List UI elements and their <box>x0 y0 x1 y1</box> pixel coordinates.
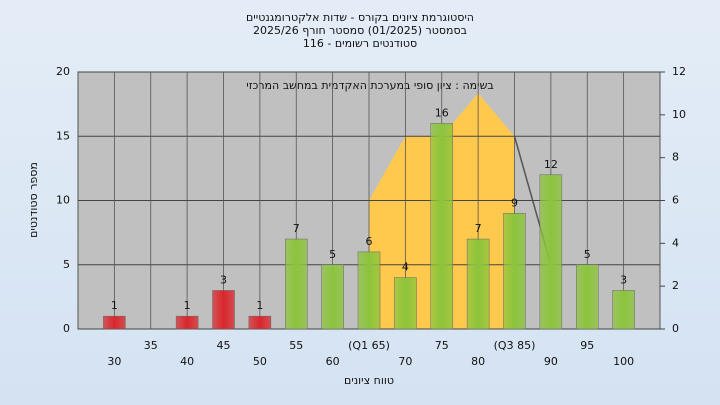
bar <box>212 290 235 330</box>
x-tick-label: 95 <box>580 339 594 352</box>
y2-tick-label: 4 <box>672 236 679 249</box>
bar <box>285 238 308 330</box>
bar <box>175 315 199 330</box>
bar <box>612 290 635 330</box>
y2-tick-label: 8 <box>672 151 679 164</box>
data-label: 7 <box>293 222 300 235</box>
bar <box>576 264 599 330</box>
y-tick-label: 20 <box>56 65 70 78</box>
data-label: 7 <box>475 222 482 235</box>
y2-tick-label: 0 <box>672 322 679 335</box>
bar <box>430 123 453 330</box>
data-label: 4 <box>402 261 409 274</box>
x-tick-label: 55 <box>289 339 303 352</box>
data-label: 1 <box>184 299 191 312</box>
x-tick-label: 40 <box>180 355 194 368</box>
data-label: 5 <box>584 248 591 261</box>
x-tick-label: 70 <box>398 355 412 368</box>
data-label: 12 <box>544 158 558 171</box>
x-tick-label: (Q3 85) <box>494 339 536 352</box>
bar <box>503 213 526 330</box>
x-tick-label: 30 <box>107 355 121 368</box>
y2-tick-label: 2 <box>672 279 679 292</box>
x-tick-label: 75 <box>435 339 449 352</box>
data-label: 6 <box>366 235 373 248</box>
x-axis-label: טווח ציונים <box>344 374 394 387</box>
x-tick-label: 45 <box>217 339 231 352</box>
bar <box>357 251 381 330</box>
x-tick-label: 35 <box>144 339 158 352</box>
y-axis-label: מספר סטודנטים <box>27 162 40 238</box>
data-label: 9 <box>511 196 518 209</box>
y-tick-label: 5 <box>63 258 70 271</box>
y2-tick-label: 6 <box>672 194 679 207</box>
data-label: 1 <box>111 299 118 312</box>
x-tick-label: (Q1 65) <box>348 339 390 352</box>
bar <box>248 315 272 330</box>
data-label: 1 <box>256 299 263 312</box>
annotation: בשימה : ציון סופי במערכת האקדמית במחשב ה… <box>246 79 494 92</box>
x-tick-label: 90 <box>544 355 558 368</box>
y2-tick-label: 12 <box>672 65 686 78</box>
bar <box>539 174 563 330</box>
y2-tick-label: 10 <box>672 108 686 121</box>
bar <box>394 277 417 330</box>
title-line: היסטוגרמת ציונים בקורס - שדות אלקטרומגנט… <box>246 11 474 24</box>
x-tick-label: 100 <box>613 355 634 368</box>
data-label: 3 <box>620 273 627 286</box>
x-tick-label: 60 <box>326 355 340 368</box>
title-line: בסמסטר (01/2025) סמסטר חורף 2025/26 <box>253 24 467 37</box>
bar <box>103 315 126 330</box>
title-line: סטודנטים רשומים - 116 <box>303 37 417 50</box>
bar <box>321 264 344 330</box>
x-tick-label: 80 <box>471 355 485 368</box>
x-tick-label: 50 <box>253 355 267 368</box>
data-label: 3 <box>220 273 227 286</box>
data-label: 16 <box>435 106 449 119</box>
data-label: 5 <box>329 248 336 261</box>
y-tick-label: 0 <box>63 322 70 335</box>
y-tick-label: 15 <box>56 129 70 142</box>
y-tick-label: 10 <box>56 194 70 207</box>
bar <box>466 238 490 330</box>
